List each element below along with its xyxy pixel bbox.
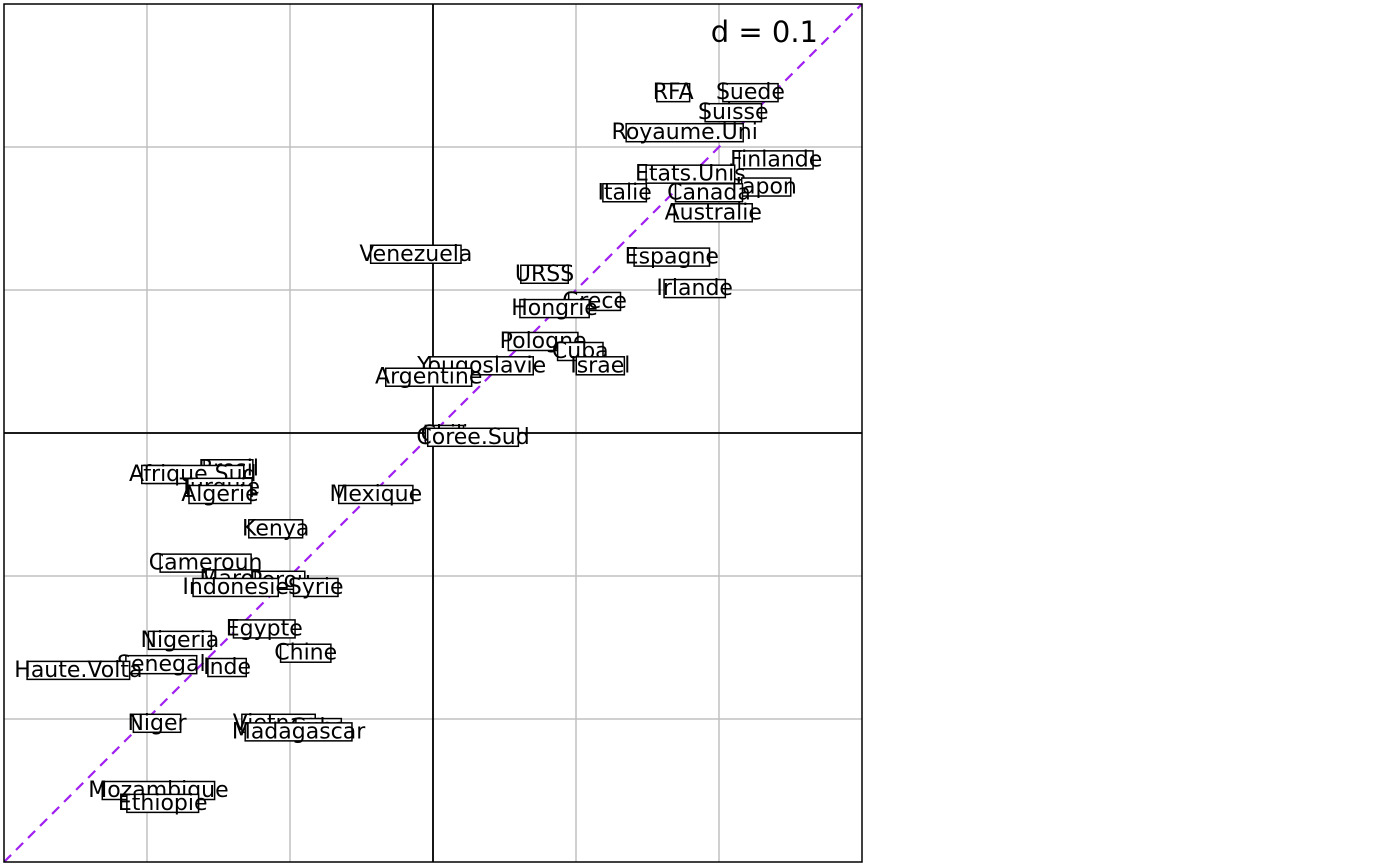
point-label-israel: Israel — [570, 353, 630, 378]
point-label-text: Chine — [274, 641, 337, 666]
point-label-box — [674, 183, 744, 203]
point-label-text: Suisse — [698, 100, 768, 125]
d-scale-label: d = 0.1 — [711, 15, 818, 49]
point-label-urss: URSS — [515, 262, 574, 287]
point-label-box — [656, 82, 691, 103]
point-label-madagascar: Madagascar — [232, 719, 366, 744]
point-label-text: Indonesie — [182, 575, 288, 600]
point-label-text: RFA — [653, 80, 694, 105]
point-label-text: Haute.Volta — [14, 658, 142, 683]
point-label-box — [132, 713, 182, 734]
point-label-grece: Grece — [562, 289, 627, 314]
point-label-box — [192, 577, 279, 598]
point-label-text: Etats.Unis — [635, 162, 746, 187]
point-label-syrie: Syrie — [288, 575, 344, 600]
point-label-box — [279, 643, 332, 663]
point-label-text: Nigeria — [141, 628, 220, 653]
point-label-indonesie: Indonesie — [182, 575, 288, 600]
point-label-text: Japon — [734, 175, 797, 200]
point-label-box — [519, 298, 590, 319]
point-label-canada: Canada — [667, 180, 751, 205]
point-label-text: Madagascar — [232, 719, 366, 744]
point-label-text: Ethiopie — [118, 791, 208, 816]
point-label-etats-unis: Etats.Unis — [635, 162, 746, 187]
point-label-box — [126, 793, 200, 814]
point-label-royaume-uni: Royaume.Uni — [612, 120, 758, 145]
point-label-text: Inde — [203, 655, 251, 680]
point-label-text: Irlande — [656, 276, 733, 301]
point-label-mexique: Mexique — [329, 482, 422, 507]
point-label-box — [207, 657, 248, 678]
point-label-text: Espagne — [625, 245, 719, 270]
point-label-text: Venezuela — [359, 242, 472, 267]
point-label-box — [663, 278, 727, 299]
point-label-text: Coree.Sud — [416, 425, 529, 450]
point-label-box — [26, 660, 131, 681]
point-label-haute-volta: Haute.Volta — [14, 658, 142, 683]
point-label-finlande: Finlande — [730, 147, 822, 172]
point-label-text: Niger — [127, 711, 187, 736]
point-label-box — [625, 122, 744, 143]
point-label-text: Argentine — [375, 365, 482, 390]
point-label-text: Suede — [716, 80, 785, 105]
point-labels: RFA SuedeSuisseRoyaume.UniFinlandeEtats.U… — [14, 80, 822, 816]
point-label-box — [426, 427, 520, 448]
point-label-text: Egypte — [226, 616, 303, 641]
point-label-box — [248, 519, 304, 539]
point-label-niger: Niger — [127, 711, 187, 736]
point-label-hongrie: Hongrie — [511, 296, 598, 321]
point-label-text: Israel — [570, 353, 630, 378]
point-label-text: Algerie — [181, 482, 258, 507]
point-label-espagne: Espagne — [625, 245, 719, 270]
point-label-argentine: Argentine — [375, 365, 482, 390]
point-label-suede: Suede — [716, 80, 785, 105]
point-label-text: Italie — [597, 180, 651, 205]
plot-frame — [3, 3, 863, 863]
point-label-box — [385, 367, 473, 387]
point-label-text: Hongrie — [511, 296, 598, 321]
point-label-text: Syrie — [288, 575, 344, 600]
point-label-text: Royaume.Uni — [612, 120, 758, 145]
point-label-box — [369, 244, 462, 264]
point-label-ethiopie: Ethiopie — [118, 791, 208, 816]
point-label-irlande: Irlande — [656, 276, 733, 301]
point-label-box — [738, 150, 814, 170]
point-label-coree-sud: Coree.Sud — [416, 425, 529, 450]
point-label-box — [147, 630, 213, 651]
point-label-venezuela: Venezuela — [359, 242, 472, 267]
point-label-australie: Australie — [665, 200, 762, 225]
point-label-box — [602, 183, 648, 203]
point-label-japon: Japon — [734, 175, 797, 200]
point-label-text: Kenya — [242, 516, 309, 541]
point-label-box — [188, 484, 252, 505]
point-label-algerie: Algerie — [181, 482, 258, 507]
point-label-box — [292, 577, 339, 598]
point-label-box — [673, 203, 753, 223]
point-label-nigeria: Nigeria — [141, 628, 220, 653]
point-label-egypte: Egypte — [226, 616, 303, 641]
point-label-chine: Chine — [274, 641, 337, 666]
point-label-suisse: Suisse — [698, 100, 768, 125]
point-label-italie: Italie — [597, 180, 651, 205]
point-label-box — [520, 264, 570, 285]
point-label-text: Canada — [667, 180, 751, 205]
point-label-kenya: Kenya — [242, 516, 309, 541]
point-label-text: Mexique — [329, 482, 422, 507]
point-label-box — [232, 619, 296, 639]
point-label-inde: Inde — [203, 655, 251, 680]
point-label-text: Senegal — [117, 652, 206, 677]
point-label-rfa: RFA — [653, 80, 694, 105]
reference-line — [3, 3, 863, 863]
point-label-box — [704, 102, 763, 123]
point-label-box — [575, 356, 626, 376]
point-label-box — [633, 247, 711, 267]
point-label-box — [722, 82, 779, 103]
point-label-box — [337, 484, 414, 505]
point-label-box — [244, 722, 353, 742]
point-label-text: Finlande — [730, 147, 822, 172]
point-label-text: URSS — [515, 262, 574, 287]
point-label-text: Australie — [665, 200, 762, 225]
